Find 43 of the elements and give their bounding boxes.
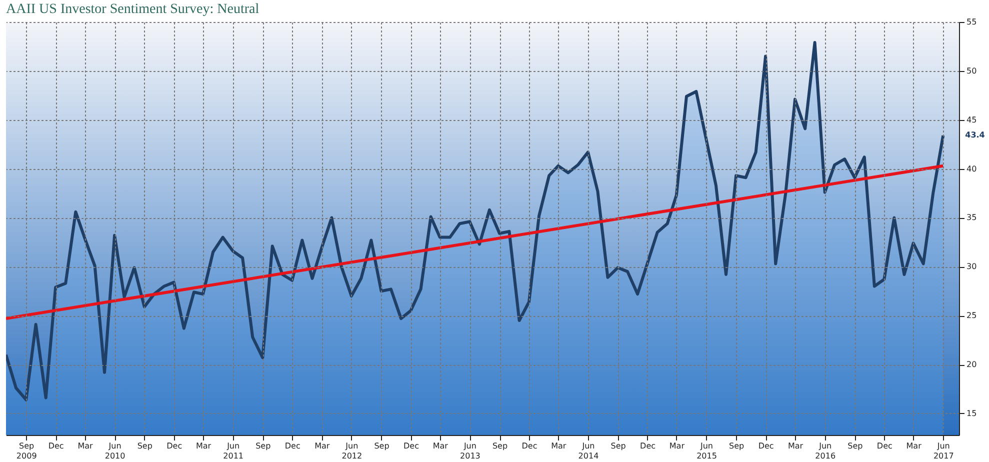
x-tick-label: Mar: [669, 442, 686, 450]
x-tick-label: Dec: [284, 442, 300, 450]
y-tick-label: 30: [966, 262, 977, 272]
x-tick-label: Dec: [166, 442, 182, 450]
x-tick-label: Mar: [196, 442, 212, 450]
x-tick-label: Dec: [758, 442, 774, 450]
chart-title: AAII US Investor Sentiment Survey: Neutral: [6, 2, 260, 17]
y-tick-label: 35: [966, 213, 977, 222]
x-tick-label: Dec: [522, 442, 538, 450]
x-tick-label: Dec: [876, 442, 892, 450]
x-tick-label: Mar: [432, 442, 449, 450]
x-tick-label: Sep: [374, 442, 390, 450]
x-tick-label: Dec: [48, 442, 64, 450]
x-tick-label: Jun 2017: [933, 442, 954, 460]
x-tick-label: Sep: [137, 442, 152, 450]
x-tick-label: Mar: [906, 442, 922, 450]
y-tick-label: 15: [966, 408, 977, 418]
y-tick-label: 45: [966, 115, 977, 124]
x-tick-label: Jun 2013: [460, 442, 480, 460]
x-tick-label: Sep: [610, 442, 626, 450]
x-tick-label: Sep: [492, 442, 508, 450]
x-tick-label: Jun 2012: [342, 442, 362, 460]
x-tick-label: Sep: [848, 442, 863, 450]
x-tick-label: Mar: [788, 442, 804, 450]
x-tick-label: Jun 2010: [104, 442, 126, 460]
annotation: 43.4: [965, 130, 986, 140]
x-tick-label: Dec: [640, 442, 656, 450]
x-tick-label: Dec: [403, 442, 419, 450]
x-tick-label: Sep: [729, 442, 744, 450]
x-tick-label: Jun 2015: [696, 442, 717, 460]
x-tick-label: Jun 2014: [578, 442, 599, 460]
y-tick-label: 55: [966, 18, 977, 26]
x-tick-label: Mar: [78, 442, 94, 450]
x-tick-label: Jun 2011: [223, 442, 244, 460]
x-tick-label: Jun 2016: [815, 442, 836, 460]
y-tick-label: 50: [966, 66, 977, 76]
x-tick-label: Mar: [551, 442, 567, 450]
y-tick-label: 40: [966, 164, 977, 174]
x-tick-label: Sep 2009: [16, 442, 37, 460]
y-tick-label: 25: [966, 311, 977, 320]
y-tick-label: 20: [966, 360, 977, 370]
x-tick-label: Mar: [314, 442, 330, 450]
x-tick-label: Sep: [256, 442, 271, 450]
